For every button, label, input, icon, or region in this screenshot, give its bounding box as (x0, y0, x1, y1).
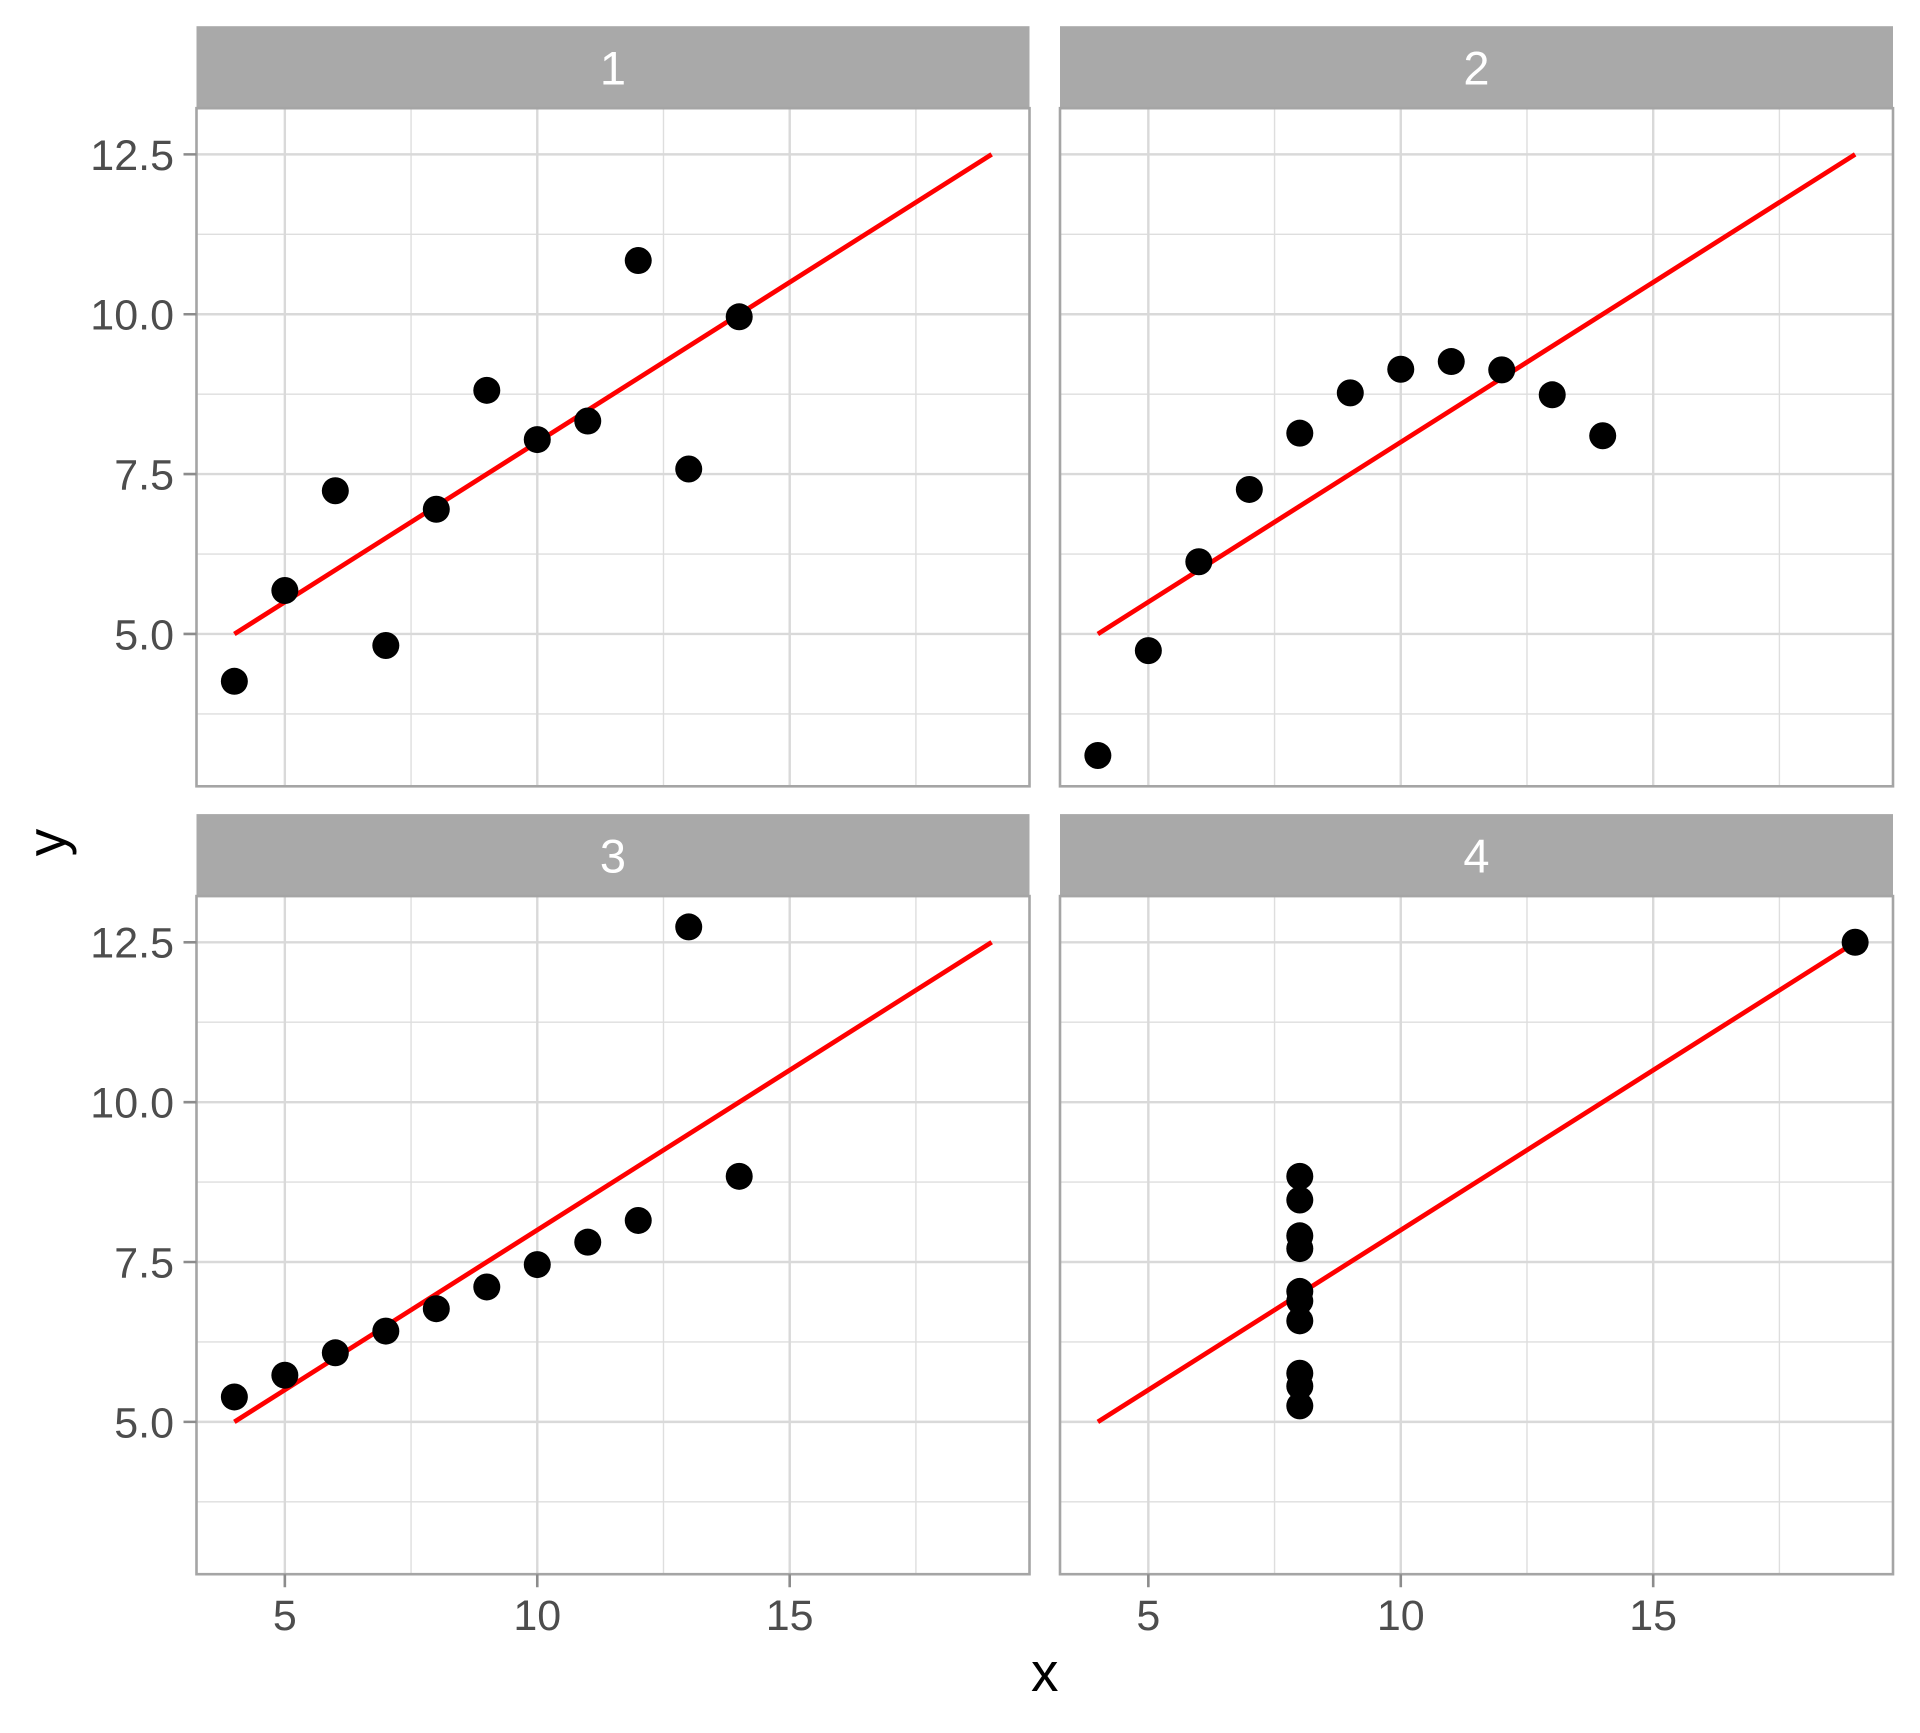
svg-text:12.5: 12.5 (90, 920, 174, 968)
svg-text:y: y (15, 828, 77, 856)
svg-text:7.5: 7.5 (114, 452, 174, 500)
svg-text:10.0: 10.0 (90, 1080, 174, 1128)
svg-text:5.0: 5.0 (114, 611, 174, 659)
svg-text:2: 2 (1463, 42, 1489, 95)
svg-text:5.0: 5.0 (114, 1399, 174, 1447)
svg-text:4: 4 (1463, 829, 1489, 882)
svg-text:10: 10 (1377, 1592, 1425, 1640)
svg-text:1: 1 (600, 42, 626, 95)
svg-text:15: 15 (766, 1592, 814, 1640)
svg-text:15: 15 (1629, 1592, 1677, 1640)
svg-text:5: 5 (273, 1592, 297, 1640)
svg-text:5: 5 (1136, 1592, 1160, 1640)
svg-text:10.0: 10.0 (90, 292, 174, 340)
svg-text:12.5: 12.5 (90, 132, 174, 180)
svg-text:10: 10 (513, 1592, 561, 1640)
svg-text:7.5: 7.5 (114, 1239, 174, 1287)
svg-text:x: x (1031, 1641, 1059, 1703)
svg-text:3: 3 (600, 829, 626, 882)
